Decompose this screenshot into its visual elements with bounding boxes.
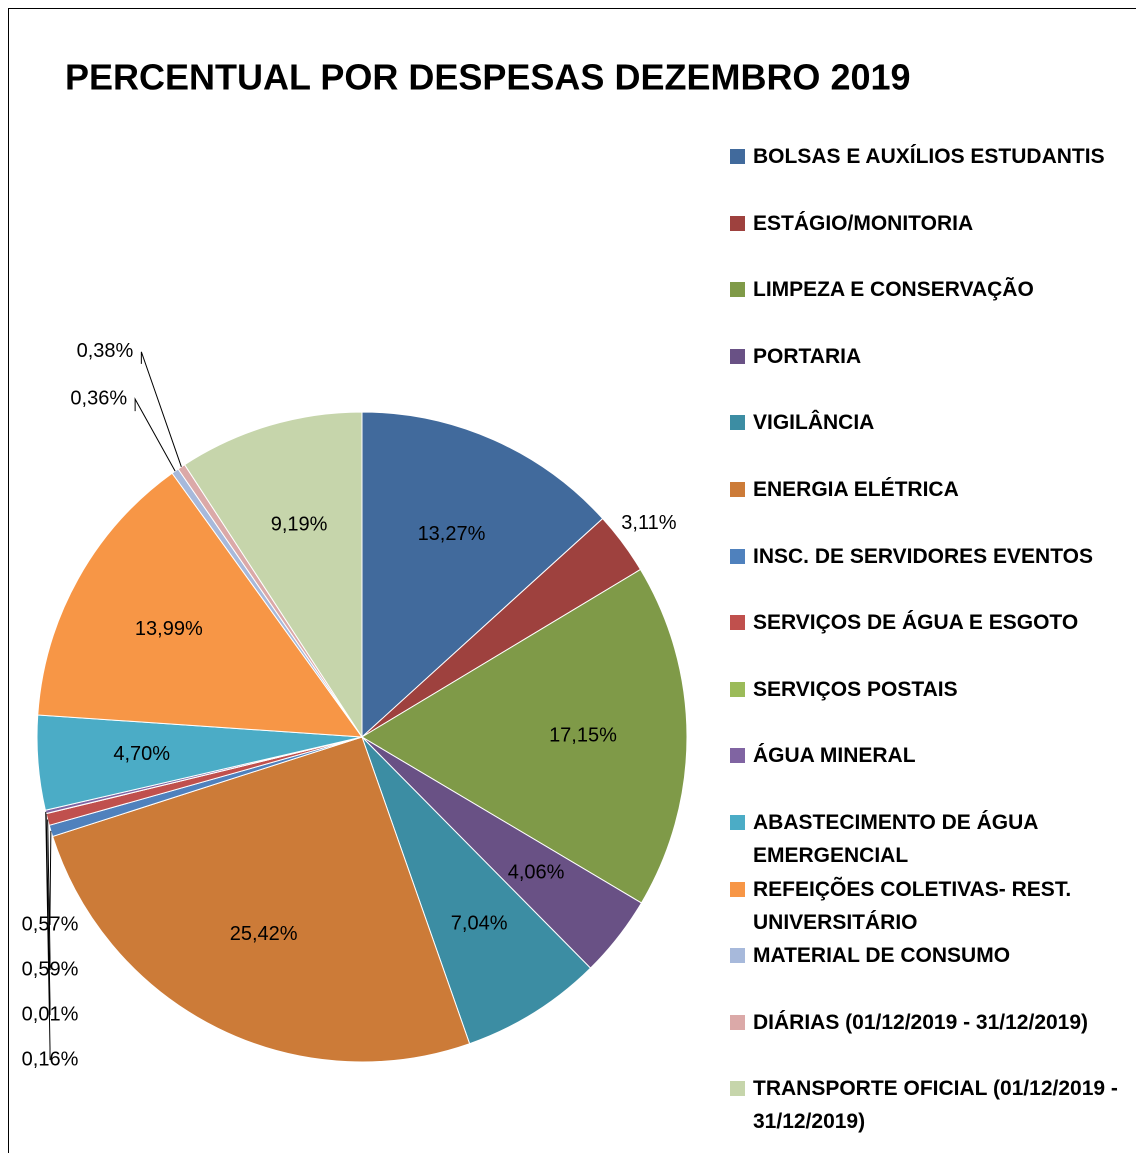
legend-item: TRANSPORTE OFICIAL (01/12/2019 - 31/12/2… [730,1072,1134,1138]
legend-item: REFEIÇÕES COLETIVAS- REST. UNIVERSITÁRIO [730,873,1134,939]
legend-label: LIMPEZA E CONSERVAÇÃO [753,278,1034,302]
data-label: 0,59% [22,958,79,980]
legend-label: TRANSPORTE OFICIAL (01/12/2019 - 31/12/2… [753,1077,1118,1134]
legend-swatch [730,948,745,964]
data-label: 0,01% [22,1003,79,1025]
data-label: 0,38% [77,340,134,362]
legend-item: ABASTECIMENTO DE ÁGUA EMERGENCIAL [730,806,1134,872]
chart-title: PERCENTUAL POR DESPESAS DEZEMBRO 2019 [65,57,911,98]
legend-label: VIGILÂNCIA [753,411,875,435]
legend-label: MATERIAL DE CONSUMO [753,944,1011,968]
legend-label: INSC. DE SERVIDORES EVENTOS [753,544,1093,568]
legend-swatch [730,615,745,631]
legend-swatch [730,748,745,764]
legend-item: INSC. DE SERVIDORES EVENTOS [730,540,1134,573]
legend-swatch [730,482,745,497]
legend-label: PORTARIA [753,344,862,368]
legend-swatch [730,815,745,830]
data-label: 13,99% [135,618,203,640]
pie-slice [361,411,604,739]
data-label: 13,27% [418,523,486,545]
legend-item: LIMPEZA E CONSERVAÇÃO [730,273,1134,306]
legend-item: BOLSAS E AUXÍLIOS ESTUDANTIS [730,140,1134,173]
leader-line [45,813,51,1015]
legend-label: DIÁRIAS (01/12/2019 - 31/12/2019) [753,1010,1089,1034]
leader-line [49,830,52,925]
leader-line [47,819,51,970]
legend-label: ENERGIA ELÉTRICA [753,478,959,501]
legend-item: ESTÁGIO/MONITORIA [730,207,1134,240]
legend-label: SERVIÇOS POSTAIS [753,677,958,701]
leader-line [140,351,182,467]
legend-item: SERVIÇOS DE ÁGUA E ESGOTO [730,606,1134,639]
legend-swatch [730,282,745,298]
data-label: 3,11% [621,512,676,534]
pie-slice [361,736,592,1045]
legend-label: ÁGUA MINERAL [753,744,916,768]
legend-swatch [730,681,745,697]
pie-slice [51,736,471,1063]
data-label: 9,19% [271,513,328,535]
frame [8,8,1136,1153]
pie-slice [37,472,364,738]
data-label: 4,06% [508,861,565,883]
legend-item: ÁGUA MINERAL [730,739,1134,772]
legend-item: ENERGIA ELÉTRICA [730,473,1134,506]
legend-label: BOLSAS E AUXÍLIOS ESTUDANTIS [753,145,1105,168]
legend-swatch [730,348,745,364]
legend-swatch [730,1081,745,1097]
legend-item: VIGILÂNCIA [730,406,1134,439]
legend-swatch [730,415,745,431]
leader-line [45,811,51,1060]
legend-swatch [730,1014,745,1030]
legend-swatch [730,215,745,231]
pie-slice [361,568,688,904]
leader-line [134,397,176,472]
legend-swatch [730,548,745,564]
legend-label: REFEIÇÕES COLETIVAS- REST. UNIVERSITÁRIO [753,877,1072,934]
data-label: 0,16% [22,1048,79,1070]
legend-label: ESTÁGIO/MONITORIA [753,211,974,235]
data-label: 0,36% [70,387,127,409]
legend-swatch [730,149,745,164]
legend-swatch [730,881,745,897]
legend-item: MATERIAL DE CONSUMO [730,939,1134,972]
data-label: 25,42% [230,923,298,945]
legend-item: DIÁRIAS (01/12/2019 - 31/12/2019) [730,1006,1134,1039]
data-label: 17,15% [549,725,617,747]
legend-label: ABASTECIMENTO DE ÁGUA EMERGENCIAL [753,811,1038,867]
data-label: 4,70% [113,743,170,765]
pie-slice [183,411,363,739]
data-label: 0,57% [22,913,79,935]
legend-label: SERVIÇOS DE ÁGUA E ESGOTO [753,611,1079,635]
legend-item: PORTARIA [730,340,1134,373]
data-label: 7,04% [451,913,508,935]
legend-item: SERVIÇOS POSTAIS [730,673,1134,706]
